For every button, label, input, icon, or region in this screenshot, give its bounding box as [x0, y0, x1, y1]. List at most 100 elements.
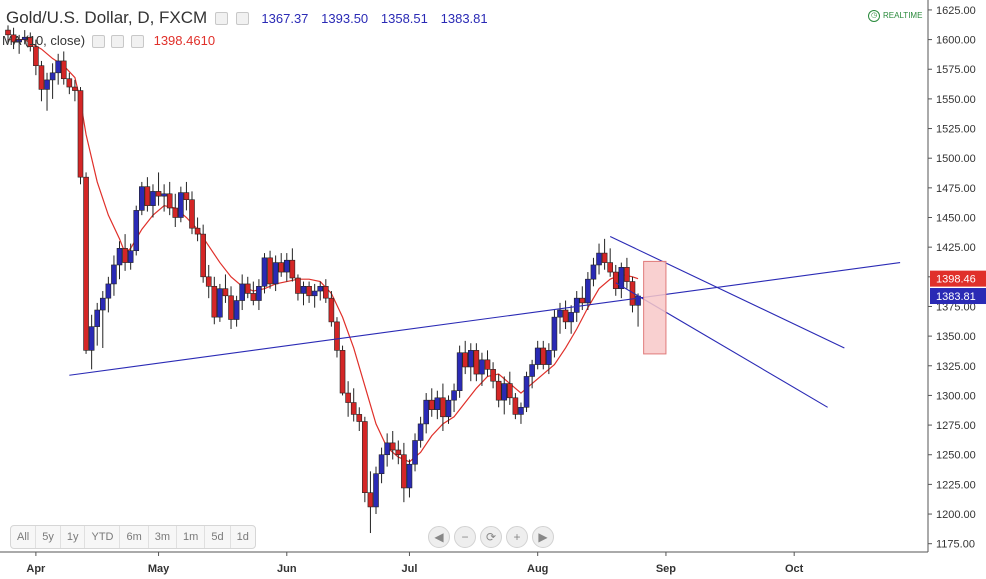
- candle-body: [518, 406, 524, 415]
- candle-body: [412, 440, 418, 465]
- candle-body: [88, 326, 95, 351]
- zoom-out-icon[interactable]: −: [454, 526, 476, 548]
- scroll-left-icon[interactable]: ◀: [428, 526, 450, 548]
- settings-icon[interactable]: [214, 12, 228, 26]
- range-button-5y[interactable]: 5y: [36, 526, 61, 548]
- price-tick-label: 1175.00: [936, 539, 975, 551]
- price-tick-label: 1300.00: [936, 390, 976, 402]
- ohlc-close: 1383.81: [440, 11, 488, 26]
- candle: [222, 274, 229, 303]
- scroll-right-icon[interactable]: ▶: [532, 526, 554, 548]
- candle: [534, 340, 541, 370]
- candle-body: [540, 347, 547, 365]
- range-button-3m[interactable]: 3m: [149, 526, 178, 548]
- range-selector: All 5y 1y YTD 6m 3m 1m 5d 1d: [10, 525, 256, 549]
- price-tick-label: 1575.00: [936, 64, 976, 76]
- close-icon[interactable]: [235, 12, 249, 26]
- candle: [507, 371, 513, 405]
- candle: [178, 186, 184, 223]
- candle: [350, 388, 357, 422]
- candle-body: [434, 397, 441, 410]
- candle-body: [423, 399, 429, 425]
- candle: [428, 388, 435, 417]
- candle-body: [33, 46, 39, 66]
- candle: [83, 172, 89, 354]
- candle: [367, 471, 374, 534]
- range-button-6m[interactable]: 6m: [120, 526, 149, 548]
- candle-body: [205, 276, 212, 287]
- candle-body: [127, 250, 134, 263]
- candle: [194, 217, 201, 242]
- candle: [585, 272, 591, 311]
- candle: [546, 343, 552, 375]
- price-tag-label: 1398.46: [936, 274, 976, 286]
- candle-body: [166, 193, 173, 209]
- candle: [250, 281, 257, 306]
- candle: [629, 276, 636, 313]
- candle: [612, 264, 619, 296]
- candle: [440, 383, 446, 432]
- candle: [161, 184, 167, 212]
- candle-body: [105, 283, 112, 299]
- candle-body: [479, 359, 485, 375]
- eye-icon[interactable]: [91, 35, 105, 49]
- candle-body: [194, 227, 201, 235]
- range-button-5d[interactable]: 5d: [205, 526, 231, 548]
- candle-body: [473, 350, 480, 375]
- candle: [523, 371, 530, 413]
- range-button-1m[interactable]: 1m: [177, 526, 206, 548]
- candle: [133, 205, 140, 256]
- candle: [38, 60, 45, 102]
- candle-body: [283, 259, 290, 273]
- candle-body: [99, 297, 106, 311]
- candle: [127, 243, 134, 270]
- range-button-all[interactable]: All: [11, 526, 37, 548]
- candle: [228, 286, 234, 330]
- close-icon[interactable]: [130, 35, 144, 49]
- zoom-in-icon[interactable]: +: [506, 526, 528, 548]
- candle-body: [155, 191, 162, 197]
- candle: [562, 300, 569, 330]
- candle: [317, 281, 324, 301]
- candle-body: [200, 233, 206, 278]
- candle: [490, 362, 496, 389]
- price-tick-label: 1225.00: [936, 479, 976, 491]
- candle: [356, 407, 363, 432]
- candle: [401, 442, 407, 503]
- candle: [596, 243, 602, 275]
- price-tick-label: 1325.00: [936, 361, 976, 373]
- candle: [456, 345, 463, 398]
- candle: [267, 250, 273, 289]
- candle-body: [523, 376, 530, 408]
- range-button-1d[interactable]: 1d: [236, 531, 249, 543]
- candle-body: [133, 210, 140, 252]
- candle-body: [440, 397, 446, 418]
- candle-body: [16, 39, 22, 43]
- time-tick-label: Jun: [277, 563, 297, 575]
- candle-body: [334, 321, 340, 351]
- candle: [261, 253, 268, 294]
- candle-body: [111, 264, 117, 285]
- candle: [88, 314, 95, 370]
- candle-body: [624, 267, 630, 282]
- candle: [551, 310, 558, 358]
- symbol-title: Gold/U.S. Dollar, D, FXCM: [6, 8, 208, 27]
- candle-body: [451, 390, 457, 401]
- candle-body: [462, 352, 469, 368]
- candle: [462, 340, 469, 375]
- price-tag-label: 1383.81: [936, 291, 976, 303]
- candle-body: [328, 297, 335, 323]
- reset-icon[interactable]: ⟳: [480, 526, 502, 548]
- candle: [283, 253, 290, 282]
- candle-body: [217, 288, 223, 318]
- candle: [239, 274, 245, 311]
- candle-body: [406, 463, 413, 489]
- range-button-ytd[interactable]: YTD: [85, 526, 121, 548]
- candle-body: [150, 191, 156, 206]
- candle-body: [256, 286, 262, 301]
- range-button-1y[interactable]: 1y: [61, 526, 86, 548]
- candle-body: [72, 86, 78, 91]
- settings-icon[interactable]: [111, 35, 125, 49]
- candle: [479, 352, 485, 386]
